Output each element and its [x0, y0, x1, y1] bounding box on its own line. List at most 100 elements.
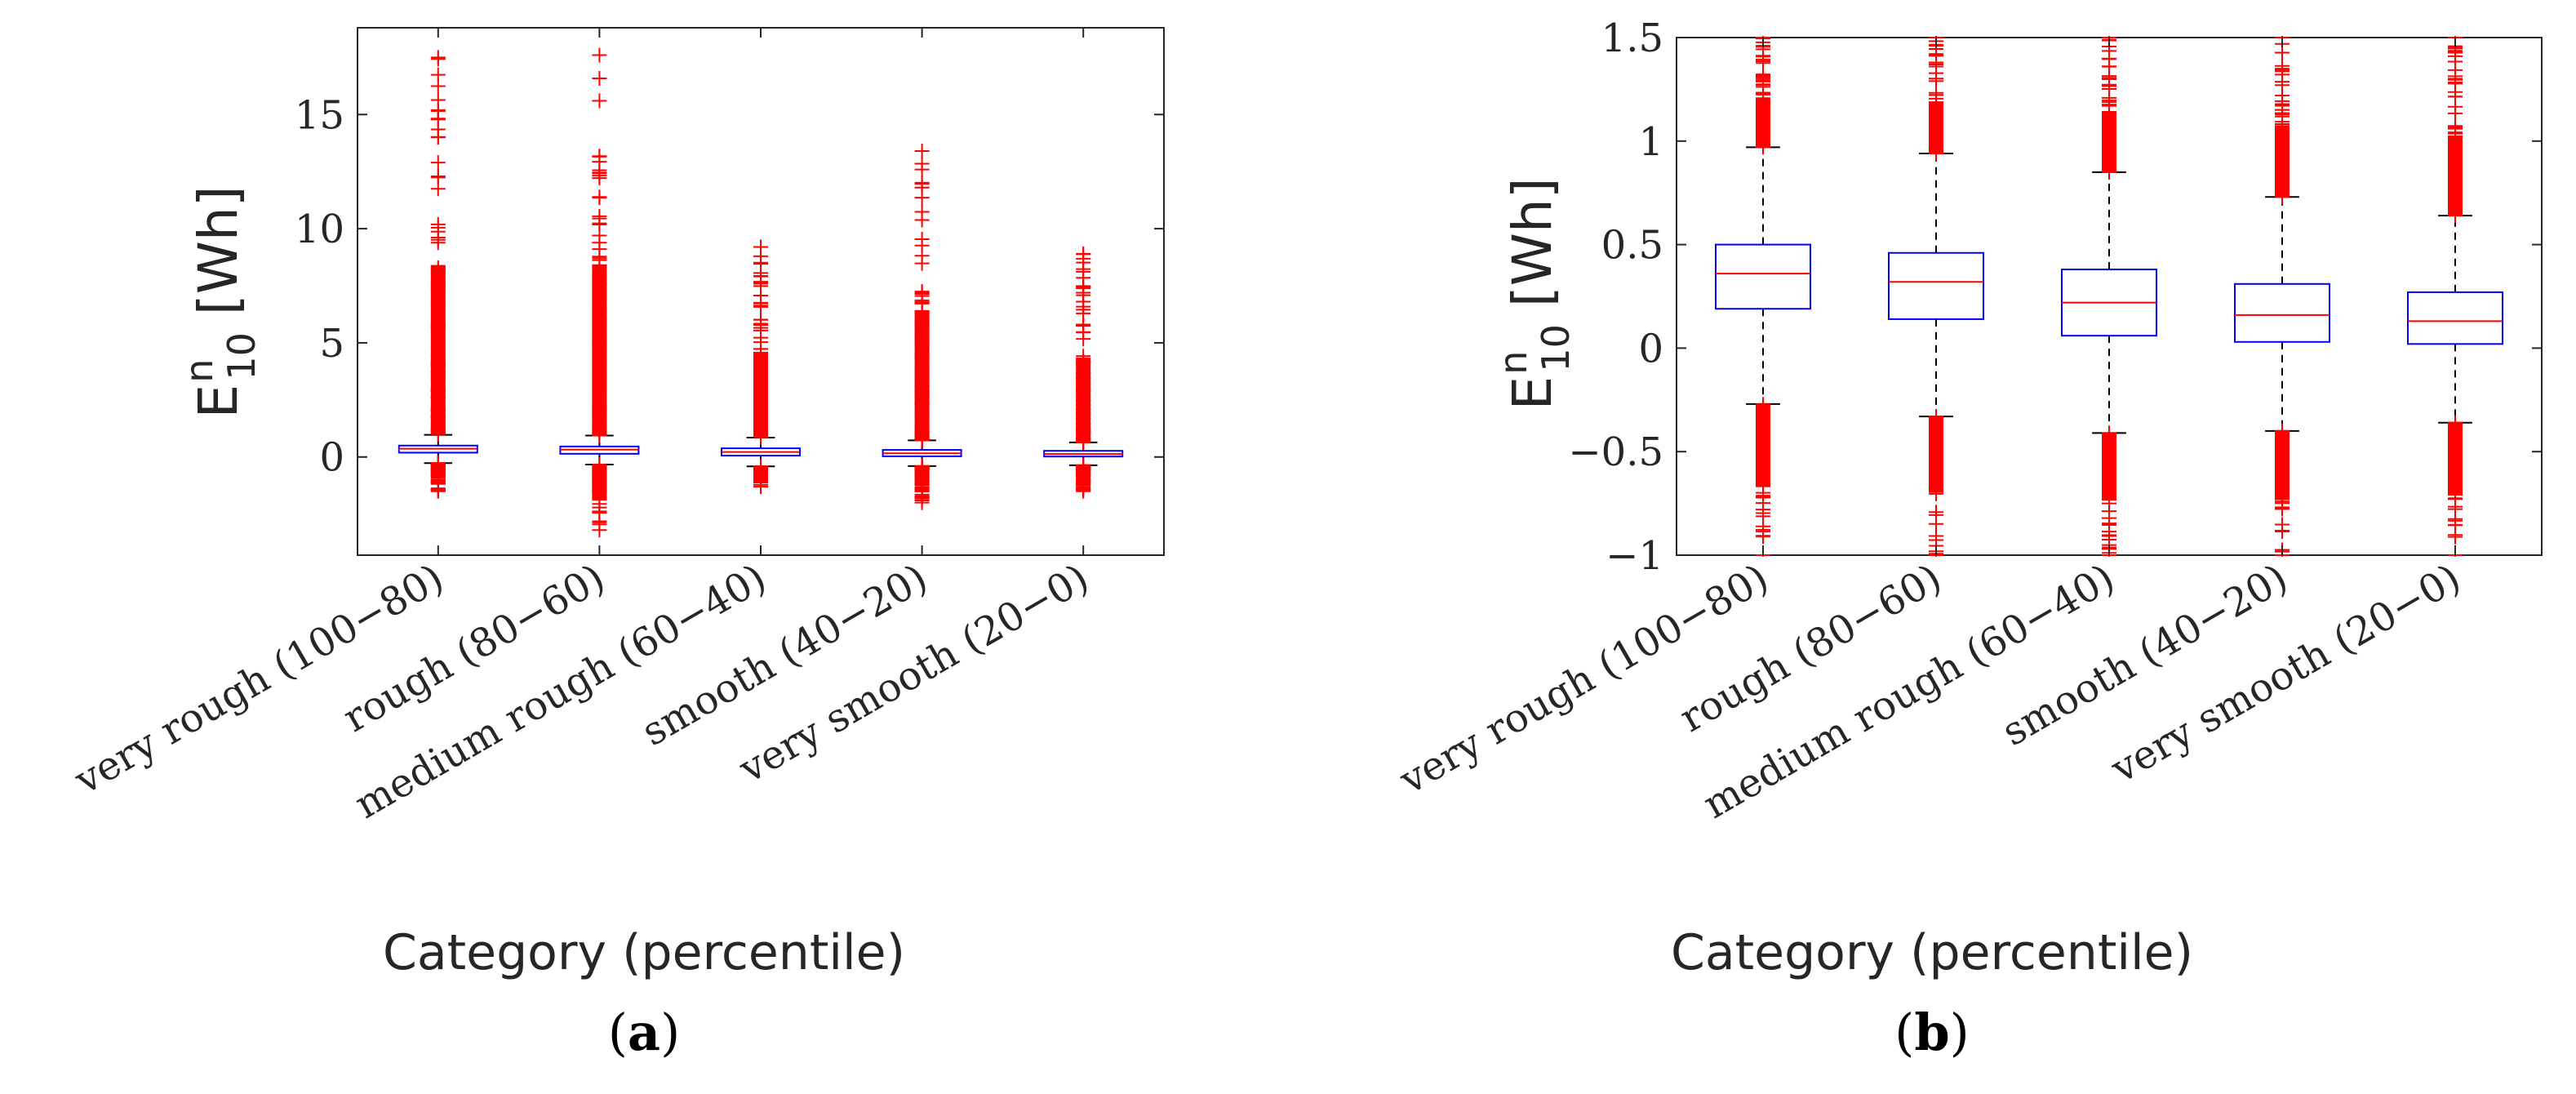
outlier-marker — [753, 479, 768, 495]
outlier-dense-upper — [2275, 125, 2290, 198]
outlier-marker — [2275, 78, 2290, 93]
outlier-marker — [1929, 87, 1943, 103]
outlier-marker — [1076, 483, 1091, 499]
outlier-marker — [430, 235, 446, 251]
panel-a: 0 5 10 15 En10 [Wh] very rough (100−80) rough … — [67, 27, 1165, 1062]
outlier-marker — [2448, 105, 2463, 121]
box-2 — [559, 47, 640, 538]
outlier-marker — [2448, 501, 2463, 517]
outlier-marker — [2275, 96, 2290, 112]
outlier-marker — [2102, 69, 2116, 84]
outlier-marker — [753, 239, 768, 255]
outlier-marker — [753, 312, 768, 327]
outlier-marker — [914, 495, 930, 510]
outlier-marker — [1076, 261, 1091, 277]
outlier-marker — [2448, 84, 2463, 100]
outlier-marker — [430, 78, 446, 94]
outlier-marker — [1076, 325, 1091, 340]
outlier-marker — [1929, 47, 1943, 63]
outlier-marker — [430, 155, 446, 171]
box-iqr — [2234, 282, 2330, 343]
outlier-marker — [592, 251, 607, 266]
outlier-dense-upper — [430, 265, 446, 435]
outlier-dense-lower — [753, 466, 768, 478]
x-tick-label: rough (80−60) — [335, 555, 612, 741]
outlier-dense-upper — [1756, 97, 1770, 148]
y-tick-label: −1 — [1606, 533, 1663, 579]
outlier-marker — [2102, 95, 2116, 110]
outlier-dense-lower — [2448, 422, 2463, 496]
outlier-marker — [430, 111, 446, 127]
x-tick-label: smooth (40−20) — [1994, 555, 2295, 755]
outlier-dense-lower — [1756, 403, 1770, 487]
panel-label-b: (b) — [1894, 1003, 1970, 1062]
outlier-marker — [2102, 518, 2116, 533]
outlier-marker — [1076, 246, 1091, 261]
outlier-marker — [2275, 500, 2290, 515]
outlier-marker — [592, 171, 607, 186]
outlier-dense-upper — [753, 351, 768, 438]
outlier-dense-upper — [592, 264, 607, 436]
outlier-marker — [1076, 279, 1091, 295]
outlier-marker — [430, 50, 446, 65]
outlier-marker — [592, 93, 607, 109]
outlier-marker — [914, 144, 930, 159]
outlier-marker — [430, 129, 446, 145]
outlier-marker — [592, 523, 607, 538]
outlier-marker — [1076, 302, 1091, 318]
x-axis-title-b: Category (percentile) — [1670, 924, 2194, 981]
outlier-marker — [2275, 61, 2290, 77]
box-1 — [1715, 36, 1811, 557]
outlier-marker — [1756, 489, 1770, 505]
outlier-marker — [914, 204, 930, 220]
y-tick-label: 0 — [1638, 326, 1663, 371]
outlier-marker — [2102, 51, 2116, 66]
outlier-marker — [914, 162, 930, 177]
panel-label-a: (a) — [607, 1003, 681, 1062]
outlier-dense-lower — [1929, 416, 1943, 493]
outlier-marker — [1756, 505, 1770, 521]
y-tick-label: 0.5 — [1601, 223, 1663, 269]
box-5 — [1043, 246, 1124, 499]
y-axis-title: En10 [Wh] — [1491, 178, 1578, 411]
outlier-marker — [592, 505, 607, 521]
y-tick-label: 10 — [295, 207, 344, 252]
outlier-marker — [592, 149, 607, 164]
outlier-marker — [430, 168, 446, 184]
outlier-marker — [592, 235, 607, 251]
outlier-marker — [2448, 118, 2463, 134]
box-4 — [2234, 36, 2330, 557]
y-tick-label: 5 — [319, 321, 344, 367]
outlier-dense-upper — [2102, 111, 2116, 172]
y-axis-title-text: En10 [Wh] — [177, 186, 264, 419]
box-iqr — [1715, 243, 1811, 310]
outlier-dense-lower — [592, 464, 607, 501]
box-1 — [398, 50, 478, 499]
outlier-marker — [914, 295, 930, 310]
y-tick-label: 0 — [319, 435, 344, 481]
outlier-dense-lower — [430, 463, 446, 479]
outlier-dense-upper — [1929, 101, 1943, 154]
y-tick-label: −0.5 — [1568, 429, 1663, 475]
y-tick-label: 1 — [1638, 119, 1663, 165]
outlier-dense-upper — [914, 309, 930, 441]
outlier-marker — [1929, 71, 1943, 87]
y-tick-label: 15 — [295, 92, 344, 138]
outlier-marker — [2448, 72, 2463, 87]
outlier-marker — [430, 483, 446, 499]
outlier-dense-lower — [2102, 433, 2116, 500]
box-5 — [2407, 36, 2503, 557]
outlier-dense-lower — [1076, 465, 1091, 480]
outlier-marker — [592, 47, 607, 63]
panel-b: −1 −0.5 0 0.5 1 1.5 En10 [Wh] very rough (100−8… — [1288, 0, 2576, 1094]
box-2 — [1888, 36, 1984, 557]
outlier-marker — [592, 70, 607, 86]
outlier-marker — [753, 256, 768, 272]
outlier-marker — [753, 274, 768, 290]
outlier-marker — [753, 299, 768, 314]
outlier-dense-upper — [2448, 135, 2463, 216]
x-axis-title-a: Category (percentile) — [382, 924, 906, 981]
box-4 — [882, 144, 962, 510]
